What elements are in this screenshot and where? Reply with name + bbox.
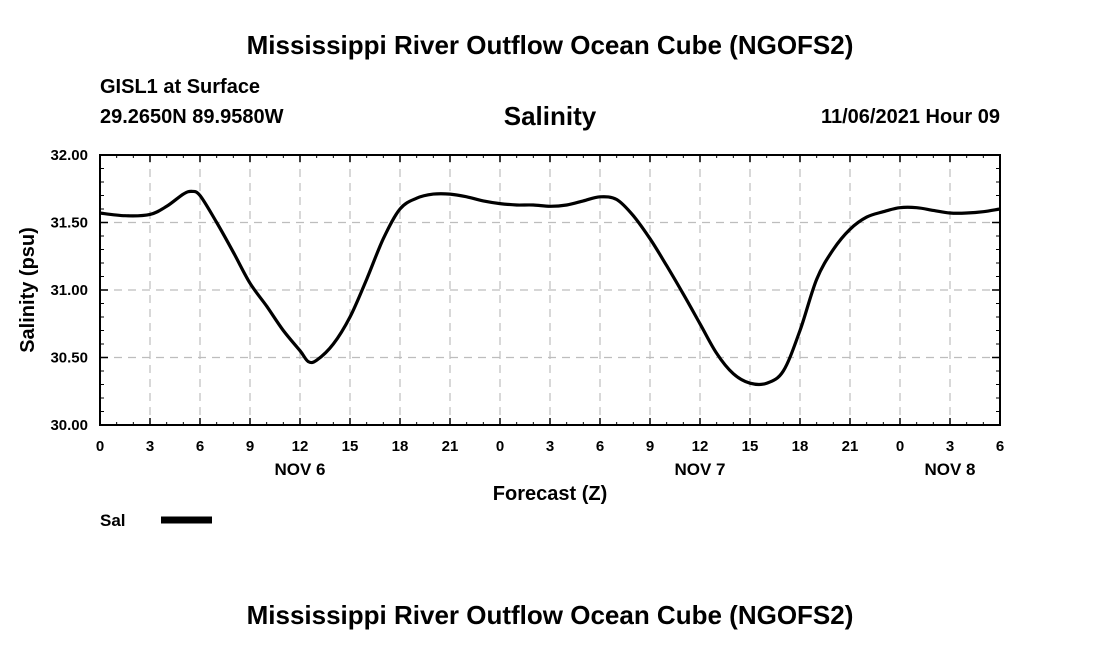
chart-title: Salinity [503, 101, 597, 131]
station-coordinates: 29.2650N 89.9580W [100, 106, 284, 128]
y-tick-label: 30.50 [50, 350, 88, 367]
x-tick-label: 6 [196, 438, 204, 455]
x-tick-label: 12 [692, 438, 709, 455]
x-tick-label: 6 [596, 438, 604, 455]
x-tick-label: 0 [496, 438, 504, 455]
series-line-salinity [99, 189, 1001, 387]
y-tick-label: 30.00 [50, 417, 88, 434]
x-tick-label: 3 [946, 438, 954, 455]
x-tick-label: 15 [342, 438, 359, 455]
station-name: GISL1 at Surface [100, 76, 261, 98]
x-tick-labels: 0 3 6 9 12 15 18 21 0 3 6 9 12 15 18 21 0 3 6 [96, 438, 1004, 455]
plot-frame [99, 154, 1001, 426]
x-tick-label: 6 [996, 438, 1004, 455]
y-axis-label: Salinity (psu) [17, 227, 39, 353]
date-label: NOV 7 [674, 460, 725, 479]
series-group [99, 189, 1001, 387]
x-tick-label: 3 [146, 438, 154, 455]
x-tick-label: 0 [896, 438, 904, 455]
grid [100, 155, 1000, 425]
footer-title: Mississippi River Outflow Ocean Cube (NG… [246, 600, 854, 630]
x-tick-label: 9 [646, 438, 654, 455]
date-labels: NOV 6 NOV 7 NOV 8 [274, 460, 975, 479]
x-tick-label: 0 [96, 438, 104, 455]
x-tick-label: 21 [842, 438, 859, 455]
date-label: NOV 8 [924, 460, 975, 479]
y-tick-label: 31.00 [50, 282, 88, 299]
date-label: NOV 6 [274, 460, 325, 479]
x-axis-label: Forecast (Z) [493, 483, 607, 505]
legend-label: Sal [100, 511, 126, 530]
y-tick-labels: 30.00 30.50 31.00 31.50 32.00 [50, 147, 88, 434]
y-tick-label: 31.50 [50, 215, 88, 232]
main-title: Mississippi River Outflow Ocean Cube (NG… [246, 30, 854, 60]
x-tick-label: 9 [246, 438, 254, 455]
x-tick-label: 3 [546, 438, 554, 455]
y-tick-label: 32.00 [50, 147, 88, 164]
x-tick-label: 18 [392, 438, 409, 455]
x-tick-label: 15 [742, 438, 759, 455]
x-tick-label: 12 [292, 438, 309, 455]
x-tick-label: 18 [792, 438, 809, 455]
forecast-datetime: 11/06/2021 Hour 09 [820, 106, 1000, 128]
x-tick-label: 21 [442, 438, 459, 455]
